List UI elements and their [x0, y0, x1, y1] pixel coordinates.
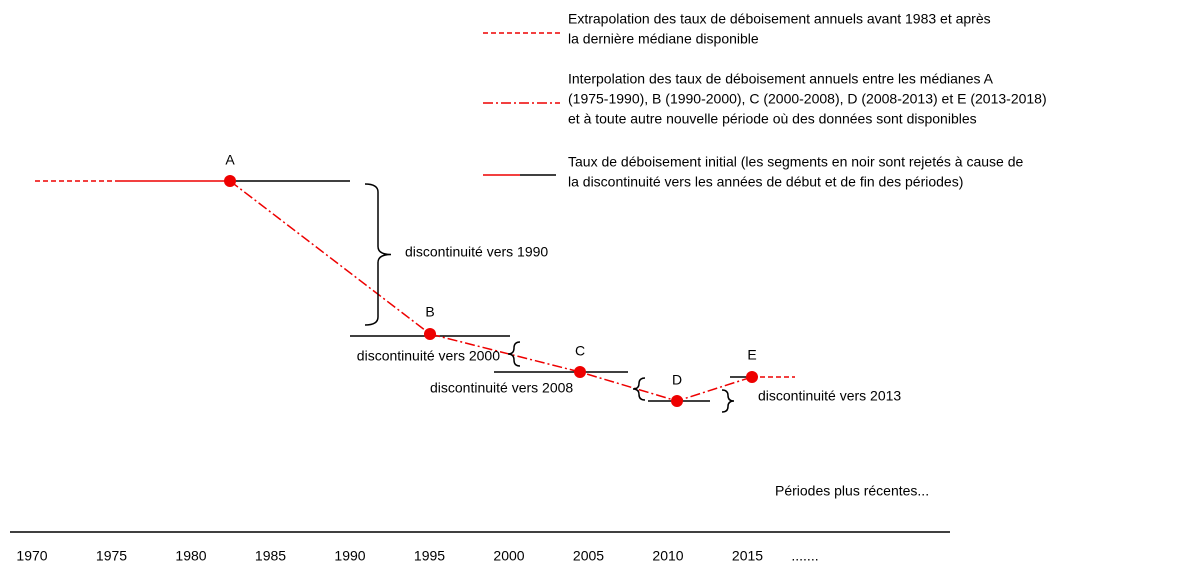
- year-label: 1980: [175, 548, 206, 564]
- median-point: [224, 175, 236, 187]
- discontinuity-label: discontinuité vers 2008: [430, 380, 573, 396]
- discontinuity-label: discontinuité vers 2000: [357, 348, 500, 364]
- discontinuity-label: discontinuité vers 1990: [405, 244, 548, 260]
- legend-text: (1975-1990), B (1990-2000), C (2000-2008…: [568, 91, 1047, 107]
- brace: [364, 183, 392, 326]
- point-label: E: [747, 347, 756, 363]
- points: A B C D E: [224, 152, 758, 407]
- year-label: 1990: [334, 548, 365, 564]
- year-label: 1975: [96, 548, 127, 564]
- year-label: 2015: [732, 548, 763, 564]
- brace: [632, 377, 646, 401]
- discontinuity-label: discontinuité vers 2013: [758, 388, 901, 404]
- year-label: 1985: [255, 548, 286, 564]
- brace: [507, 341, 521, 367]
- legend: Extrapolation des taux de déboisement an…: [483, 11, 1047, 190]
- point-label: A: [225, 152, 235, 168]
- legend-text: Extrapolation des taux de déboisement an…: [568, 11, 991, 27]
- point-label: D: [672, 372, 682, 388]
- axis-more: .......: [791, 548, 818, 564]
- brace: [721, 389, 735, 413]
- median-point: [746, 371, 758, 383]
- year-label: 1995: [414, 548, 445, 564]
- point-label: C: [575, 343, 585, 359]
- median-point: [671, 395, 683, 407]
- legend-text: la dernière médiane disponible: [568, 31, 759, 47]
- year-labels: 1970 1975 1980 1985 1990 1995 2000 2005 2010 2015: [16, 548, 763, 564]
- braces: [364, 183, 735, 413]
- legend-text: et à toute autre nouvelle période où des…: [568, 111, 977, 127]
- legend-text: Taux de déboisement initial (les segment…: [568, 154, 1023, 170]
- year-label: 2010: [652, 548, 683, 564]
- point-label: B: [425, 304, 434, 320]
- segments: [35, 180, 795, 402]
- year-label: 2000: [493, 548, 524, 564]
- median-point: [424, 328, 436, 340]
- legend-text: Interpolation des taux de déboisement an…: [568, 71, 994, 87]
- median-point: [574, 366, 586, 378]
- year-label: 1970: [16, 548, 47, 564]
- legend-text: la discontinuité vers les années de débu…: [568, 174, 963, 190]
- interpolation: [229, 180, 753, 402]
- note: Périodes plus récentes...: [775, 483, 929, 499]
- year-label: 2005: [573, 548, 604, 564]
